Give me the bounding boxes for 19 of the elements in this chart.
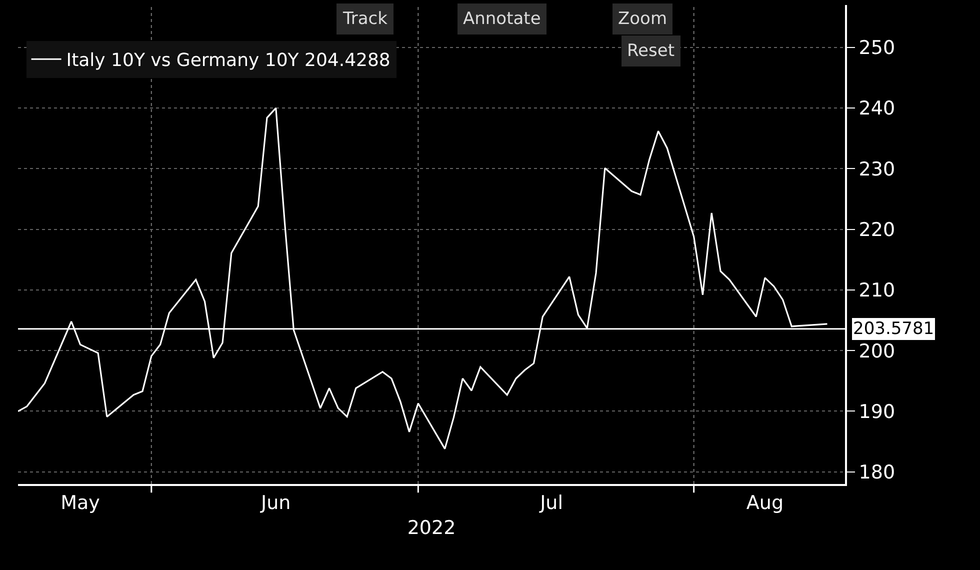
- annotation: Track: [342, 9, 388, 29]
- y-tick-label: 220: [858, 218, 896, 241]
- x-tick-label: May: [60, 492, 100, 514]
- x-tick-label: Aug: [746, 492, 784, 514]
- y-tick-label: 210: [858, 280, 896, 302]
- annotation: Reset: [627, 41, 675, 61]
- x-tick-label: Jun: [260, 492, 291, 514]
- annotation: Annotate: [463, 9, 541, 29]
- y-tick-label: 240: [858, 98, 896, 120]
- y-tick-label: 190: [858, 400, 896, 423]
- legend-label: Italy 10Y vs Germany 10Y 204.4288: [66, 50, 390, 72]
- ref-line-label: 203.5781: [853, 319, 934, 339]
- annotation: Zoom: [618, 9, 668, 29]
- y-tick-label: 200: [858, 340, 896, 362]
- x-axis-title: 2022: [407, 517, 456, 540]
- y-tick-label: 180: [858, 462, 896, 484]
- y-tick-label: 230: [858, 158, 896, 180]
- x-tick-label: Jul: [539, 492, 564, 514]
- y-tick-label: 250: [858, 37, 896, 60]
